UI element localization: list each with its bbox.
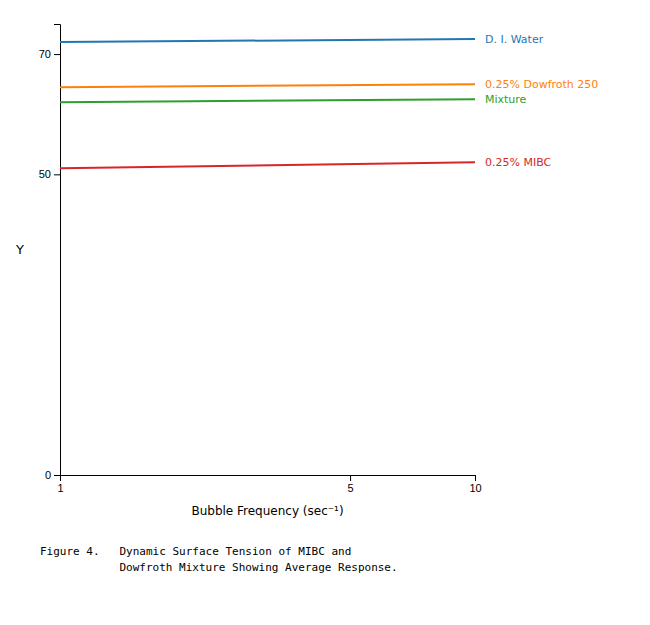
x-tick-mark	[475, 475, 476, 481]
line	[60, 99, 475, 102]
line-label: D. I. Water	[485, 33, 544, 46]
y-tick: 0	[45, 469, 60, 481]
caption-line: Dowfroth Mixture Showing Average Respons…	[40, 561, 398, 574]
x-axis-line	[61, 476, 476, 482]
y-tick: 50	[39, 168, 60, 180]
x-tick: 10	[469, 475, 481, 494]
y-tick-label: 50	[39, 168, 51, 180]
y-tick-label: 70	[39, 48, 51, 60]
line-label: Mixture	[485, 93, 527, 106]
lines	[60, 39, 475, 168]
x-tick: 5	[348, 475, 354, 494]
caption: Figure 4. Dynamic Surface Tension of MIB…	[40, 545, 398, 574]
x-tick-mark	[350, 475, 351, 481]
plot: 151005070D. I. Water0.25% Dowfroth 250Mi…	[15, 25, 598, 519]
y-tick-mark	[54, 174, 60, 175]
x-axis: 1510	[57, 475, 481, 494]
y-tick-label: 0	[45, 469, 51, 481]
y-tick: 70	[39, 48, 60, 60]
x-tick-label: 1	[57, 482, 63, 494]
line-label: 0.25% Dowfroth 250	[485, 78, 598, 91]
y-axis-title: Y	[15, 242, 24, 257]
line-label: 0.25% MIBC	[485, 156, 552, 169]
y-tick-mark	[54, 475, 60, 476]
chart: 151005070D. I. Water0.25% Dowfroth 250Mi…	[0, 0, 650, 625]
caption-line: Figure 4. Dynamic Surface Tension of MIB…	[40, 545, 351, 558]
line	[60, 162, 475, 168]
x-tick-label: 5	[348, 482, 354, 494]
y-axis: 0 50 70	[39, 25, 61, 482]
x-tick: 1	[57, 475, 63, 494]
y-axis-line	[54, 25, 61, 476]
x-tick-label: 10	[469, 482, 481, 494]
line	[60, 39, 475, 42]
line	[60, 84, 475, 87]
line-labels: D. I. Water 0.25% Dowfroth 250 Mixture 0.25…	[485, 33, 598, 169]
y-tick-mark	[54, 54, 60, 55]
x-axis-title: Bubble Frequency (sec⁻¹)	[191, 504, 343, 518]
